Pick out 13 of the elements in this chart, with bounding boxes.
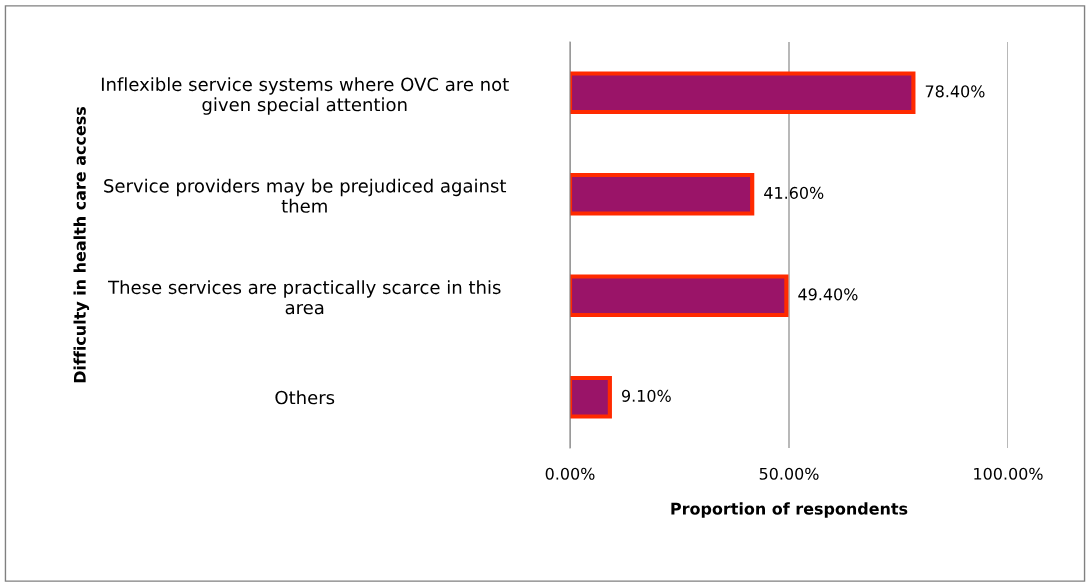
y-tick-label: Others (275, 390, 335, 405)
y-tick-label: Service providers may be prejudiced against them (104, 178, 507, 213)
data-label: 78.40% (925, 85, 985, 98)
y-axis-title: Difficulty in health care access (73, 106, 90, 383)
y-tick-label: These services are practically scarce in this area (108, 280, 501, 315)
data-label: 49.40% (798, 288, 858, 301)
data-label: 41.60% (764, 186, 824, 199)
x-axis-title: Proportion of respondents (671, 502, 908, 518)
data-label: 9.10% (621, 389, 671, 402)
y-tick-label: Inflexible service systems where OVC are not given special attention (101, 77, 509, 115)
x-tick-label: 100.00% (974, 467, 1043, 480)
x-tick-label: 50.00% (759, 467, 819, 480)
x-tick-label: 0.00% (545, 467, 595, 480)
